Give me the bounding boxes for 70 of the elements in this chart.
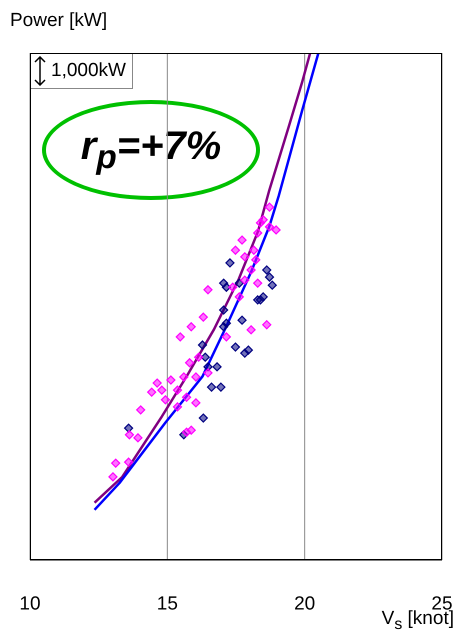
annotation: 1,000kW <box>51 60 126 82</box>
point <box>203 368 213 378</box>
point <box>268 280 277 290</box>
point <box>206 382 216 392</box>
point <box>212 362 222 372</box>
point <box>172 386 182 395</box>
point <box>147 388 156 397</box>
point <box>237 316 247 325</box>
point <box>240 252 250 262</box>
x-tick-label: 10 <box>19 593 41 614</box>
point <box>246 265 256 275</box>
point <box>262 320 272 330</box>
point <box>179 372 188 382</box>
point <box>234 292 244 302</box>
point <box>203 285 213 294</box>
point <box>172 402 182 412</box>
point <box>244 346 253 355</box>
point <box>124 458 134 467</box>
point <box>258 215 268 224</box>
point <box>246 325 256 334</box>
point <box>191 372 200 382</box>
point <box>264 222 274 232</box>
point <box>136 405 146 415</box>
point <box>272 225 281 235</box>
point <box>216 382 226 392</box>
point <box>222 318 231 328</box>
point <box>186 322 196 332</box>
point <box>203 362 213 372</box>
point <box>124 430 134 440</box>
point <box>222 332 231 342</box>
point <box>249 246 258 255</box>
point <box>219 305 228 315</box>
point <box>198 413 208 423</box>
point <box>160 395 170 404</box>
point <box>198 340 208 350</box>
point <box>200 352 210 362</box>
point <box>166 375 176 385</box>
ellipse-outline: r$_{p}$=+7% <box>42 100 260 200</box>
point <box>230 246 240 255</box>
point <box>111 458 120 468</box>
point <box>133 433 143 442</box>
point <box>228 282 238 292</box>
x-tick-label: 20 <box>294 593 316 614</box>
point <box>264 202 274 212</box>
point <box>234 278 244 288</box>
point <box>237 235 247 245</box>
point <box>253 228 262 238</box>
point <box>124 424 134 433</box>
point <box>176 332 185 342</box>
point <box>152 378 162 388</box>
point <box>182 392 192 402</box>
point <box>240 276 250 285</box>
y-axis-title: Power [kW] <box>10 10 108 32</box>
point <box>251 255 260 264</box>
point <box>262 265 272 275</box>
point <box>194 352 204 362</box>
point <box>191 398 200 408</box>
point <box>198 312 208 322</box>
point <box>230 342 240 352</box>
x-tick-label: 15 <box>156 593 178 614</box>
annotation: r$_{p}$=+7% <box>80 124 222 176</box>
point <box>256 295 266 305</box>
point <box>222 282 231 292</box>
point <box>253 278 262 288</box>
point <box>186 426 196 435</box>
point <box>225 258 235 268</box>
point <box>157 386 166 395</box>
point <box>184 358 194 368</box>
point <box>108 472 118 482</box>
point <box>264 272 274 282</box>
